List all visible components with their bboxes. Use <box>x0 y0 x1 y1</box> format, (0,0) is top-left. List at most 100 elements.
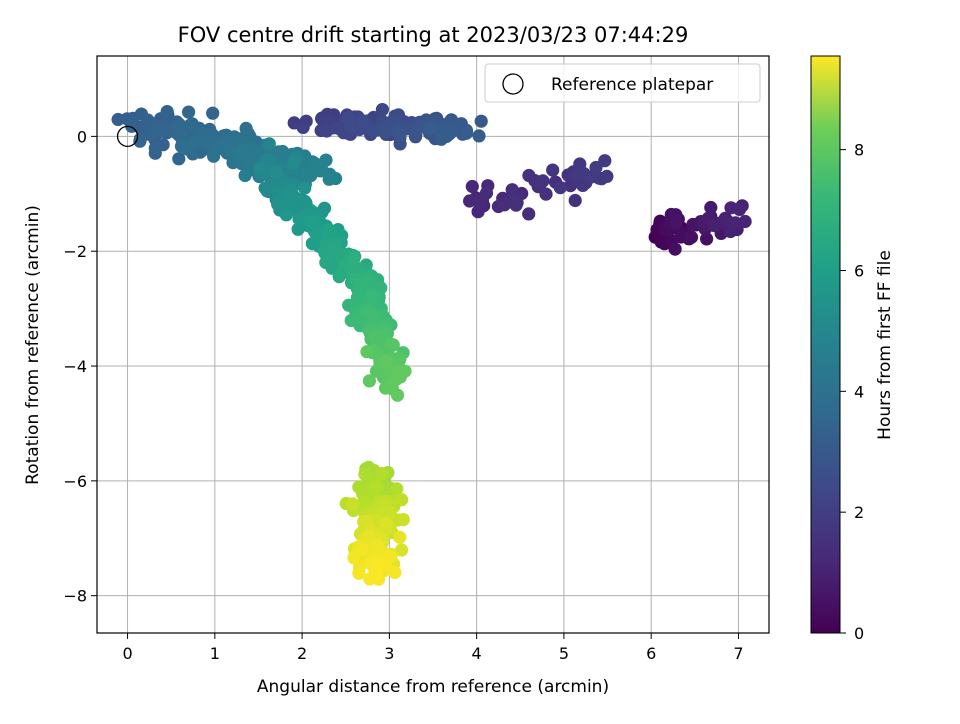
data-point <box>292 212 306 226</box>
data-point <box>148 141 162 155</box>
data-point <box>584 170 598 184</box>
y-tick-label: 0 <box>77 127 87 146</box>
data-point <box>379 557 393 571</box>
data-point <box>474 114 488 128</box>
legend-box <box>484 63 761 103</box>
data-point <box>383 505 397 519</box>
data-point <box>392 365 406 379</box>
data-point <box>319 255 333 270</box>
data-point <box>396 513 410 527</box>
data-point <box>346 497 360 511</box>
data-point <box>298 181 312 195</box>
data-point <box>704 200 718 215</box>
data-point <box>728 216 743 230</box>
data-point <box>375 467 389 481</box>
data-point <box>362 374 376 388</box>
x-axis-label: Angular distance from reference (arcmin) <box>257 677 609 697</box>
x-tick-label: 5 <box>559 644 569 663</box>
x-tick-label: 1 <box>210 644 220 663</box>
data-point <box>384 337 398 351</box>
data-point <box>207 149 221 163</box>
data-point <box>279 208 293 222</box>
data-point <box>724 201 738 215</box>
colorbar-tick-label: 6 <box>854 261 864 280</box>
data-point <box>375 103 389 117</box>
legend: Reference platepar <box>484 63 761 103</box>
colorbar: 0 2 4 6 8 Hours from first FF file <box>810 55 895 643</box>
colorbar-ticks: 0 2 4 6 8 <box>840 141 864 643</box>
data-point <box>370 566 384 581</box>
data-point <box>304 215 318 229</box>
data-point <box>261 155 275 169</box>
data-point <box>133 134 147 148</box>
data-point <box>304 167 318 181</box>
data-point <box>370 539 384 553</box>
data-point <box>322 227 336 241</box>
data-point <box>595 172 609 186</box>
data-point <box>668 242 682 256</box>
data-point <box>700 232 714 246</box>
data-point <box>379 125 393 139</box>
data-point <box>539 187 553 201</box>
data-point <box>296 120 310 134</box>
data-point <box>379 516 393 530</box>
data-point <box>262 137 276 151</box>
colorbar-tick-label: 2 <box>854 503 864 522</box>
data-point <box>553 181 567 195</box>
data-point <box>360 345 374 359</box>
data-point <box>669 216 683 230</box>
data-point <box>390 482 404 496</box>
data-point <box>253 162 267 176</box>
data-point <box>364 289 379 303</box>
x-tick-label: 6 <box>646 644 656 663</box>
x-tick-label: 4 <box>472 644 482 663</box>
plot-frame <box>96 55 770 634</box>
data-point <box>684 230 699 244</box>
data-point <box>241 150 255 164</box>
data-point <box>281 193 296 207</box>
data-point <box>534 176 548 190</box>
data-point <box>497 198 512 212</box>
colorbar-tick-label: 4 <box>854 382 864 401</box>
data-point <box>269 165 283 179</box>
data-point <box>674 230 688 244</box>
data-point <box>546 163 560 177</box>
data-point <box>508 193 522 207</box>
data-point <box>568 193 582 208</box>
data-point <box>369 479 383 493</box>
y-axis-label: Rotation from reference (arcmin) <box>23 205 43 485</box>
data-point <box>320 124 334 138</box>
data-point <box>172 152 186 166</box>
data-point <box>238 168 252 183</box>
data-point <box>395 493 409 507</box>
data-points <box>111 103 752 586</box>
data-point <box>368 329 382 343</box>
data-point <box>365 308 379 322</box>
data-point <box>707 218 721 233</box>
data-point <box>522 207 536 221</box>
data-point <box>189 134 203 148</box>
data-point <box>479 186 494 200</box>
legend-label: Reference platepar <box>551 75 713 95</box>
data-point <box>335 267 349 281</box>
data-point <box>393 530 407 544</box>
y-tick-label: −4 <box>63 357 87 376</box>
data-point <box>738 214 752 229</box>
data-point <box>423 121 437 136</box>
data-point <box>589 160 603 175</box>
data-point <box>352 566 366 580</box>
data-point <box>347 252 361 266</box>
x-axis-ticks: 0 1 2 3 4 5 6 7 <box>122 633 744 663</box>
data-point <box>344 120 358 134</box>
data-point <box>390 388 405 402</box>
data-point <box>522 168 536 183</box>
data-point <box>180 142 194 156</box>
x-tick-label: 3 <box>384 644 394 663</box>
data-point <box>409 127 423 141</box>
x-tick-label: 7 <box>733 644 743 663</box>
data-point <box>271 197 285 212</box>
data-point <box>393 352 407 366</box>
y-tick-label: −6 <box>63 472 87 491</box>
data-point <box>291 222 305 236</box>
colorbar-label: Hours from first FF file <box>875 250 895 440</box>
